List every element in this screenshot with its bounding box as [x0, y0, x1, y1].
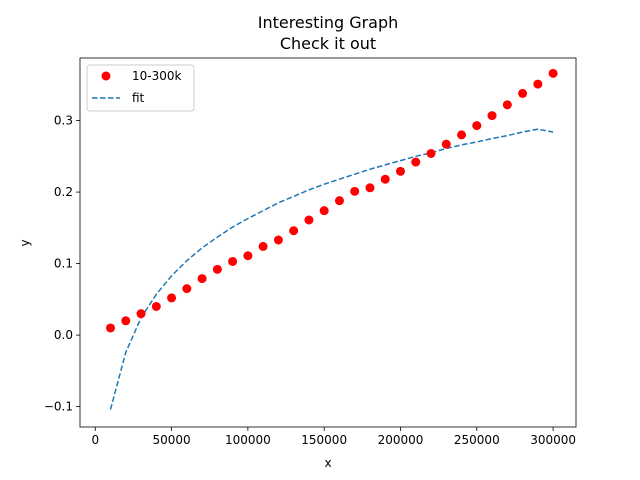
data-point [350, 186, 360, 196]
data-point [273, 235, 283, 245]
y-axis-label: y [18, 239, 32, 246]
data-point [121, 316, 131, 326]
data-point [365, 183, 375, 193]
data-point [319, 206, 329, 216]
data-point [426, 148, 436, 158]
x-tick-label: 300000 [530, 433, 576, 447]
data-point [304, 215, 314, 225]
plot-series [106, 68, 558, 410]
data-point [411, 157, 421, 167]
x-tick-label: 0 [91, 433, 99, 447]
y-tick-label: 0.2 [54, 185, 73, 199]
data-point [533, 79, 543, 89]
x-axis-label: x [324, 456, 331, 470]
data-point [228, 256, 238, 266]
data-point [395, 166, 405, 176]
data-point [380, 174, 390, 184]
y-axis-ticks: −0.1 0.0 0.1 0.2 0.3 [44, 114, 80, 414]
x-axis-ticks: 0 50000 100000 150000 200000 250000 300000 [91, 427, 576, 447]
data-point [197, 274, 207, 284]
x-tick-label: 250000 [454, 433, 500, 447]
data-point [472, 121, 482, 131]
y-tick-label: 0.1 [54, 257, 73, 271]
x-tick-label: 50000 [152, 433, 190, 447]
data-point [212, 264, 222, 274]
legend-label-fit: fit [132, 91, 145, 105]
fit-line [109, 128, 554, 410]
data-point [502, 100, 512, 110]
y-tick-label: 0.3 [54, 114, 73, 128]
x-tick-label: 100000 [225, 433, 271, 447]
data-point [334, 196, 344, 206]
data-point [518, 88, 528, 98]
data-point [182, 284, 192, 294]
data-point [258, 241, 268, 251]
data-point [548, 68, 558, 78]
y-tick-label: −0.1 [44, 400, 73, 414]
data-point [136, 309, 146, 319]
legend-marker-icon [101, 71, 111, 81]
data-point [167, 293, 177, 303]
plot-frame [79, 57, 577, 428]
data-point [151, 302, 161, 312]
x-tick-label: 200000 [378, 433, 424, 447]
legend-box [86, 64, 195, 112]
data-point [106, 323, 116, 333]
x-tick-label: 150000 [301, 433, 347, 447]
data-point [457, 130, 467, 140]
data-point [487, 111, 497, 121]
chart-title-line2: Check it out [280, 34, 376, 53]
legend: 10-300k fit [86, 64, 195, 112]
data-point [243, 251, 253, 261]
legend-label-points: 10-300k [132, 69, 182, 83]
y-tick-label: 0.0 [54, 328, 73, 342]
data-point [289, 226, 299, 236]
data-point [441, 139, 451, 149]
chart-title-line1: Interesting Graph [258, 13, 399, 32]
